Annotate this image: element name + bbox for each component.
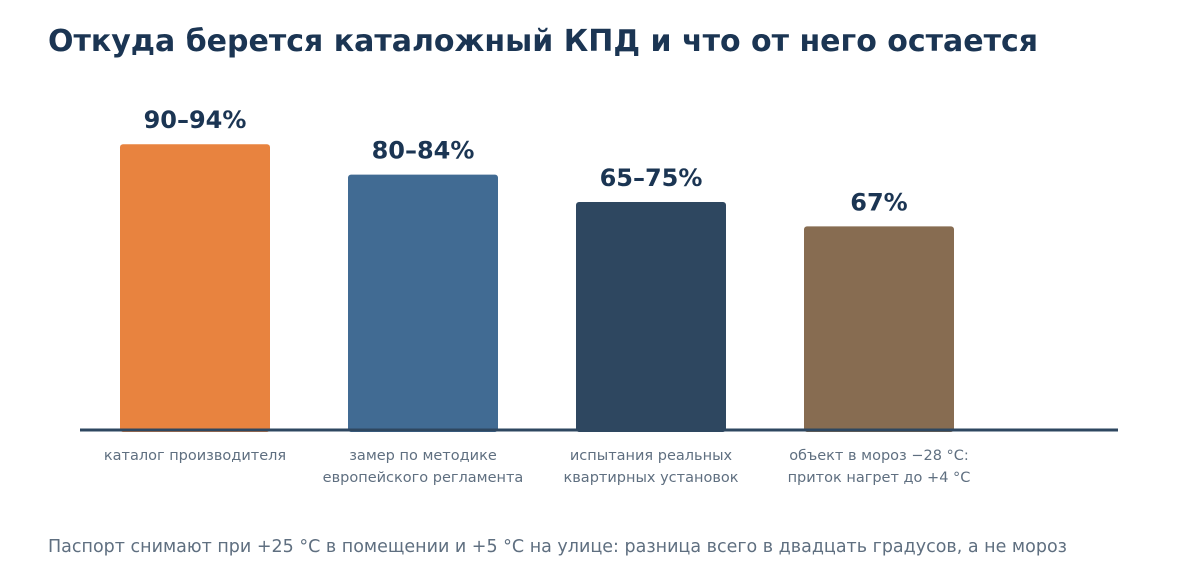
value-label-3: 65–75% (600, 164, 703, 192)
category-label-4-line-2: приток нагрет до +4 °C (788, 470, 971, 486)
bar-4 (804, 226, 954, 432)
category-label-2-line-2: европейского регламента (323, 470, 524, 486)
chart-title: Откуда берется каталожный КПД и что от н… (48, 24, 1039, 59)
bars-group (120, 144, 954, 433)
category-label-4-line-1: объект в мороз −28 °C: (789, 448, 969, 464)
bar-2 (348, 174, 498, 432)
category-label-1: каталог производителя (104, 448, 286, 464)
value-labels-group: 90–94% 80–84% 65–75% 67% (144, 106, 908, 216)
value-label-1: 90–94% (144, 106, 247, 134)
category-labels-group: каталог производителя замер по методике ев… (104, 448, 971, 486)
bar-1 (120, 144, 270, 433)
footnote: Паспорт снимают при +25 °C в помещении и… (48, 537, 1067, 557)
category-label-3-line-2: квартирных установок (564, 470, 739, 486)
value-label-2: 80–84% (372, 137, 475, 165)
category-label-3-line-1: испытания реальных (570, 448, 733, 464)
category-label-2-line-1: замер по методике (349, 448, 497, 464)
value-label-4: 67% (850, 188, 907, 216)
bar-chart: 90–94% 80–84% 65–75% 67% каталог производит… (80, 106, 1118, 486)
bar-3 (576, 202, 726, 432)
